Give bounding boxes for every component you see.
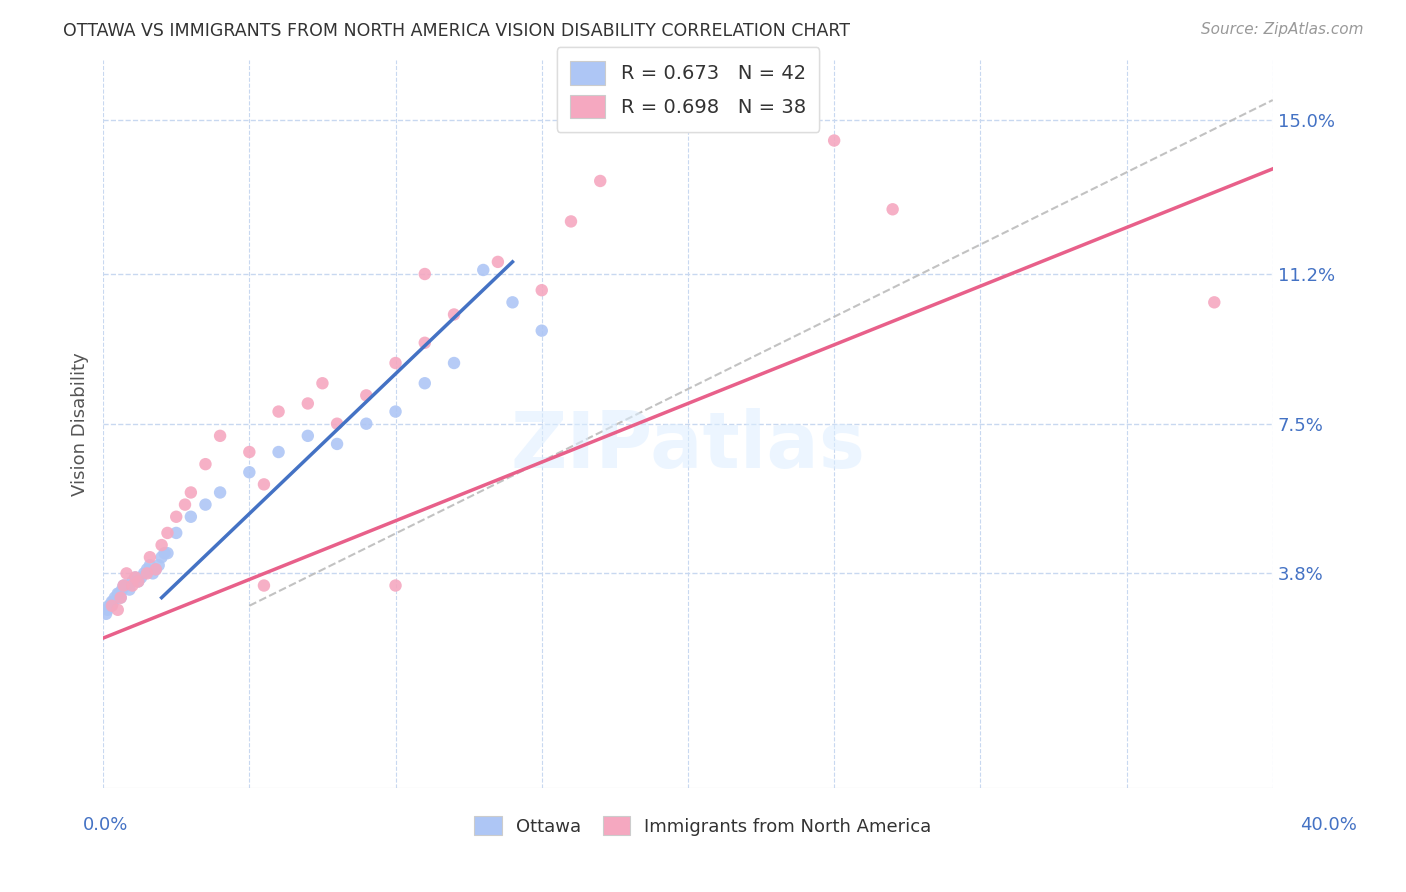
Point xyxy=(98,599,121,613)
Point xyxy=(96,603,118,617)
Point xyxy=(209,429,232,443)
Point xyxy=(115,566,138,581)
Point xyxy=(413,267,436,281)
Point xyxy=(124,570,146,584)
Point xyxy=(107,586,129,600)
Point xyxy=(530,324,553,338)
Point xyxy=(101,599,124,613)
Point xyxy=(297,429,319,443)
Point xyxy=(267,404,290,418)
Point xyxy=(194,457,217,471)
Point xyxy=(127,574,149,589)
Point xyxy=(101,595,124,609)
Point xyxy=(121,578,143,592)
Point xyxy=(150,550,173,565)
Point xyxy=(326,437,349,451)
Point xyxy=(108,586,131,600)
Point xyxy=(136,562,159,576)
Point xyxy=(115,578,138,592)
Point xyxy=(823,134,845,148)
Point xyxy=(238,465,260,479)
Point xyxy=(145,562,167,576)
Text: 0.0%: 0.0% xyxy=(83,816,128,834)
Point xyxy=(156,525,179,540)
Text: ZIPatlas: ZIPatlas xyxy=(510,408,866,483)
Point xyxy=(103,595,125,609)
Point xyxy=(413,376,436,391)
Text: Source: ZipAtlas.com: Source: ZipAtlas.com xyxy=(1201,22,1364,37)
Point xyxy=(384,578,406,592)
Point xyxy=(326,417,349,431)
Point xyxy=(111,582,134,597)
Point xyxy=(560,214,582,228)
Point xyxy=(124,570,146,584)
Point xyxy=(139,558,162,573)
Point xyxy=(165,509,187,524)
Point xyxy=(153,546,176,560)
Point xyxy=(107,603,129,617)
Point xyxy=(194,498,217,512)
Legend: Ottawa, Immigrants from North America: Ottawa, Immigrants from North America xyxy=(467,809,939,843)
Text: OTTAWA VS IMMIGRANTS FROM NORTH AMERICA VISION DISABILITY CORRELATION CHART: OTTAWA VS IMMIGRANTS FROM NORTH AMERICA … xyxy=(63,22,851,40)
Point xyxy=(253,578,276,592)
Point xyxy=(150,538,173,552)
Point xyxy=(384,404,406,418)
Point xyxy=(110,591,132,605)
Point xyxy=(174,498,197,512)
Point xyxy=(882,202,904,217)
Point xyxy=(180,509,202,524)
Point xyxy=(129,570,152,584)
Point xyxy=(443,308,465,322)
Point xyxy=(112,578,135,592)
Point xyxy=(502,295,524,310)
Point xyxy=(118,582,141,597)
Point xyxy=(110,591,132,605)
Point xyxy=(209,485,232,500)
Point xyxy=(145,562,167,576)
Point xyxy=(94,607,117,621)
Point xyxy=(121,574,143,589)
Point xyxy=(443,356,465,370)
Point xyxy=(297,396,319,410)
Point xyxy=(413,335,436,350)
Point xyxy=(530,283,553,297)
Y-axis label: Vision Disability: Vision Disability xyxy=(72,351,89,496)
Point xyxy=(311,376,333,391)
Point xyxy=(238,445,260,459)
Point xyxy=(139,550,162,565)
Point xyxy=(589,174,612,188)
Point xyxy=(486,255,509,269)
Point xyxy=(1204,295,1226,310)
Text: 40.0%: 40.0% xyxy=(1301,816,1357,834)
Point xyxy=(253,477,276,491)
Point xyxy=(112,578,135,592)
Point xyxy=(132,566,155,581)
Point xyxy=(100,599,122,613)
Point xyxy=(148,558,170,573)
Point xyxy=(356,417,378,431)
Point xyxy=(356,388,378,402)
Point xyxy=(267,445,290,459)
Legend: R = 0.673   N = 42, R = 0.698   N = 38: R = 0.673 N = 42, R = 0.698 N = 38 xyxy=(557,47,820,132)
Point xyxy=(127,574,149,589)
Point xyxy=(156,546,179,560)
Point xyxy=(384,356,406,370)
Point xyxy=(142,566,165,581)
Point xyxy=(180,485,202,500)
Point xyxy=(104,591,127,605)
Point xyxy=(136,566,159,581)
Point xyxy=(165,525,187,540)
Point xyxy=(472,263,495,277)
